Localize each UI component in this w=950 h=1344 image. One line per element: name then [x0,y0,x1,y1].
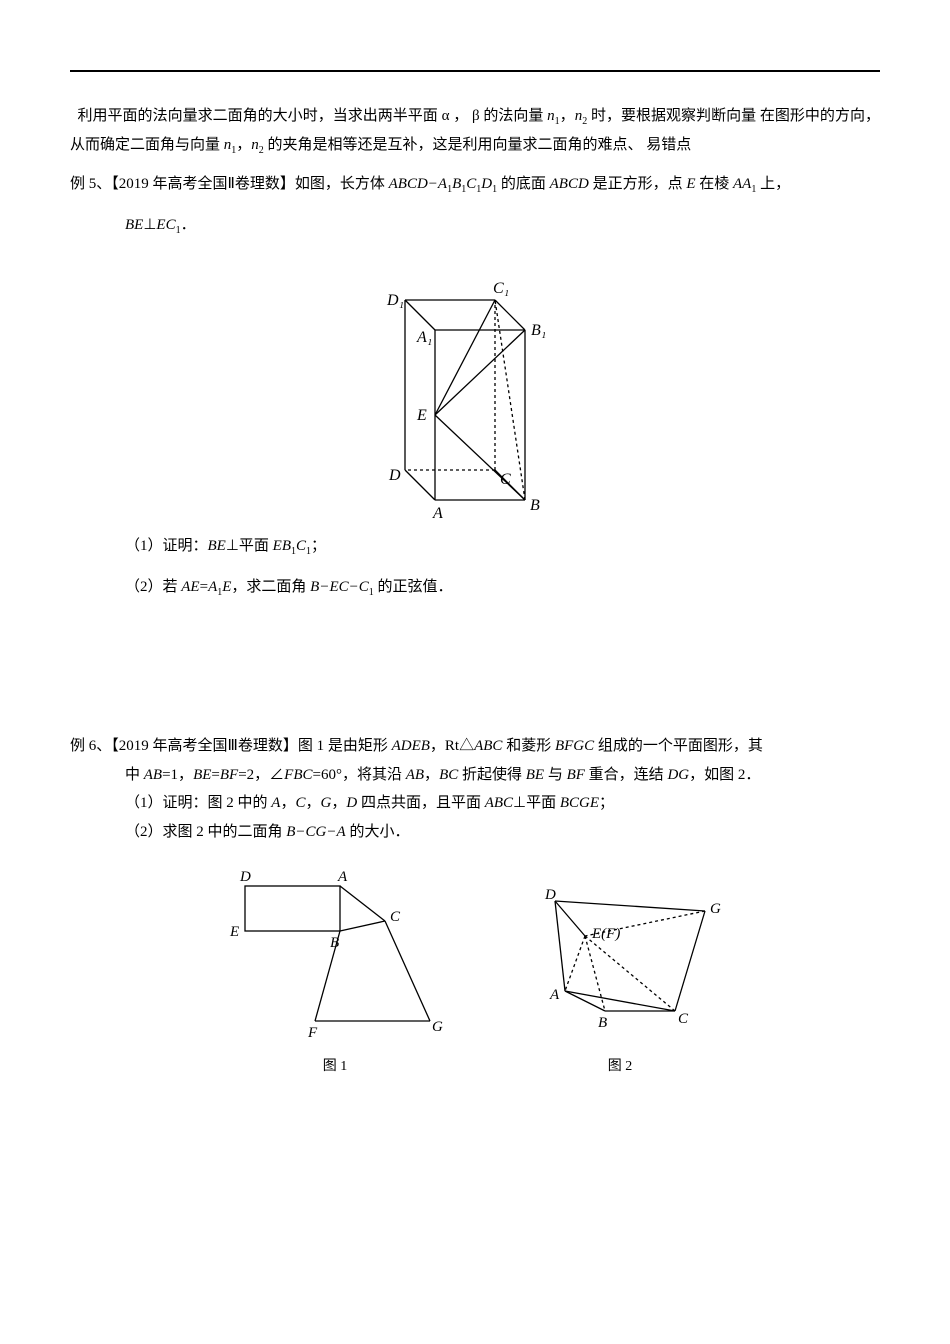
lbl-A1: A₁ [416,329,432,346]
svg-text:C: C [678,1011,689,1027]
ex5-hb: ABCD−A [389,176,447,192]
ex5-hl: 上， [756,176,790,192]
ex5-l2c: EC [156,217,175,233]
ex6-line2: 中 AB=1，BE=BF=2，∠FBC=60°，将其沿 AB，BC 折起使得 B… [70,761,880,790]
ex5-q2h: 的正弦值． [374,579,453,595]
svg-text:D: D [544,887,556,903]
ex6-he: 和菱形 [502,738,555,754]
lbl-E: E [416,407,427,424]
intro-1e: 时，要根据观察判断向量 [587,108,756,124]
ex5-ha: 例 5、【2019 年高考全国Ⅱ卷理数】如图，长方体 [70,176,389,192]
svg-text:F: F [307,1025,318,1041]
intro-2c: ， [236,137,251,153]
svg-text:G: G [710,901,721,917]
ex5-q1e: C [296,538,306,554]
ex6-hd: ABC [474,738,502,754]
ex5-l2d: ． [181,217,196,233]
ex6-hc: ，Rt△ [430,738,474,754]
lbl-C: C [500,471,511,488]
svg-text:B: B [598,1015,607,1031]
ex5-hg: ABCD [550,176,589,192]
svg-text:B: B [330,935,339,951]
fig2-caption: 图 2 [510,1055,730,1075]
lbl-C1: C₁ [493,280,509,297]
ex5-q1f: ； [311,538,326,554]
ex5-line2: BE⊥EC1． [70,211,880,240]
ex5-hj: 在棱 [696,176,734,192]
ex5-hi: E [686,176,695,192]
top-rule [70,70,880,72]
lbl-D1: D₁ [386,292,404,309]
ex5-hh: 是正方形，点 [589,176,687,192]
fig2-wrap: D G E(F) A B C 图 2 [510,881,730,1075]
fig2-svg: D G E(F) A B C [510,881,730,1051]
svg-text:C: C [390,909,401,925]
ex6-q1: （1）证明：图 2 中的 A，C，G，D 四点共面，且平面 ABC⊥平面 BCG… [70,789,880,818]
ex5-q1d: EB [273,538,291,554]
cuboid-svg: A B C D A₁ B₁ C₁ D₁ E [375,260,575,520]
ex5-q2c: = [200,579,208,595]
svg-text:E(F): E(F) [591,926,620,942]
ex5-q2g: B−EC−C [310,579,369,595]
svg-text:D: D [239,869,251,885]
intro-para: 利用平面的法向量求二面角的大小时，当求出两半平面 α ， β 的法向量 n1，n… [70,102,880,160]
fig1-wrap: D A E B C F G 图 1 [220,861,450,1075]
intro-1c: ， [560,108,575,124]
ex5-q1b: BE [208,538,226,554]
fig1-svg: D A E B C F G [220,861,450,1051]
intro-3: 易错点 [646,137,691,153]
cuboid-figure: A B C D A₁ B₁ C₁ D₁ E [70,260,880,520]
lbl-B1: B₁ [531,322,546,339]
ex5-hf: 的底面 [497,176,550,192]
lbl-D: D [388,467,401,484]
ex6-q2: （2）求图 2 中的二面角 B−CG−A 的大小． [70,818,880,847]
ex5-header: 例 5、【2019 年高考全国Ⅱ卷理数】如图，长方体 ABCD−A1B1C1D1… [70,170,880,199]
lbl-B: B [530,497,540,514]
svg-text:A: A [549,987,560,1003]
ex5-q1c: ⊥平面 [226,538,273,554]
ex5-hc: B [452,176,461,192]
ex5-q1: （1）证明：BE⊥平面 EB1C1； [70,532,880,561]
ex6-hb: ADEB [392,738,430,754]
svg-text:A: A [337,869,348,885]
ex5-he: D [481,176,492,192]
ex6-ha: 例 6、【2019 年高考全国Ⅲ卷理数】图 1 是由矩形 [70,738,392,754]
ex6-figures: D A E B C F G 图 1 [70,861,880,1075]
ex6-hf: BFGC [555,738,594,754]
ex5-l2a: BE [125,217,143,233]
ex6-hg: 组成的一个平面图形，其 [594,738,763,754]
ex5-q2: （2）若 AE=A1E，求二面角 B−EC−C1 的正弦值． [70,573,880,602]
ex5-l2b: ⊥ [143,217,156,233]
ex5-q2f: ，求二面角 [231,579,310,595]
svg-text:G: G [432,1019,443,1035]
lbl-A: A [432,505,443,520]
ex5-hd: C [466,176,476,192]
fig1-caption: 图 1 [220,1055,450,1075]
intro-1a: 利用平面的法向量求二面角的大小时，当求出两半平面 α ， β 的法向量 [78,108,548,124]
ex5-q2d: A [208,579,217,595]
n2b: n [251,137,259,153]
ex5-q2b: AE [181,579,199,595]
svg-text:E: E [229,924,239,940]
n1: n [547,108,555,124]
ex5-hk: AA [733,176,751,192]
ex6-l2a: 中 [125,767,144,783]
ex5-q2a: （2）若 [125,579,181,595]
ex5-q1a: （1）证明： [125,538,208,554]
intro-2e: 的夹角是相等还是互补，这是利用向量求二面角的难点、 [264,137,643,153]
ex6-header: 例 6、【2019 年高考全国Ⅲ卷理数】图 1 是由矩形 ADEB，Rt△ABC… [70,732,880,761]
